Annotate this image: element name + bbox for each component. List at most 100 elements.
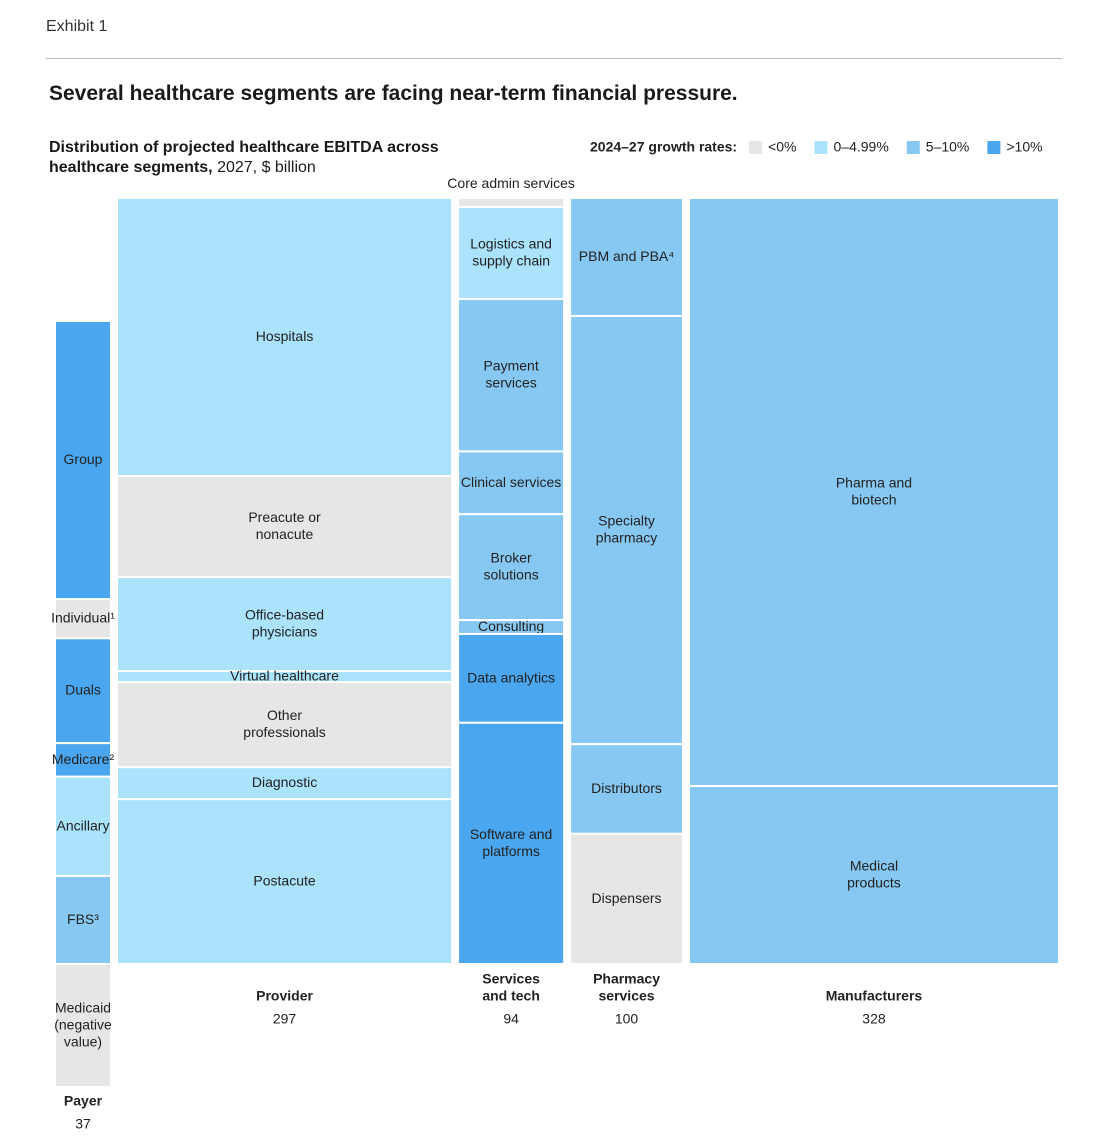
segment-label-line: Group bbox=[64, 451, 103, 467]
segment-label-line: Medicaid bbox=[55, 999, 111, 1015]
segment bbox=[457, 632, 566, 724]
segment-label: Specialty pharmacy bbox=[596, 512, 657, 545]
segment bbox=[687, 785, 1060, 965]
segment-label-line: Other bbox=[267, 707, 302, 723]
segment-label: Diagnostic bbox=[252, 774, 317, 790]
segment-label-line: Dispensers bbox=[592, 890, 662, 906]
legend-swatch bbox=[814, 141, 828, 154]
segment-label-line: physicians bbox=[252, 623, 317, 639]
subtitle-rest: 2027, $ billion bbox=[217, 159, 316, 176]
segment-label-line: Specialty bbox=[598, 512, 655, 528]
segment bbox=[569, 314, 684, 746]
column-total: 328 bbox=[862, 1011, 886, 1027]
exhibit-label: Exhibit 1 bbox=[46, 18, 108, 35]
segment-label-line: Data analytics bbox=[467, 669, 555, 685]
column-total: 37 bbox=[75, 1116, 91, 1132]
segment bbox=[457, 513, 566, 622]
legend-label: >10% bbox=[1006, 139, 1042, 155]
column-total: 100 bbox=[615, 1011, 639, 1027]
segment-label-line: Preacute or bbox=[248, 509, 321, 525]
segment bbox=[54, 874, 112, 965]
column-name: and tech bbox=[482, 988, 540, 1004]
segment-label-line: Core admin services bbox=[447, 175, 575, 191]
segment-label-line: supply chain bbox=[472, 252, 550, 268]
legend-label: 5–10% bbox=[926, 139, 970, 155]
segment-label: Distributors bbox=[591, 780, 662, 796]
segment-label-line: Office-based bbox=[245, 606, 324, 622]
segment-label-line: value) bbox=[64, 1033, 102, 1049]
segment-label: Medical products bbox=[847, 857, 901, 890]
segment-label: Pharma and biotech bbox=[836, 474, 912, 507]
segment-label-line: Medical bbox=[850, 857, 898, 873]
segment-label: Software and platforms bbox=[470, 826, 553, 859]
segment-label-line: Ancillary bbox=[57, 817, 110, 833]
segment-label-line: (negative bbox=[54, 1016, 112, 1032]
segment bbox=[116, 766, 454, 801]
legend-title: 2024–27 growth rates: bbox=[590, 139, 737, 155]
segment bbox=[54, 598, 112, 640]
segment-label-line: Distributors bbox=[591, 780, 662, 796]
segment-label: PBM and PBA⁴ bbox=[579, 248, 675, 264]
column-name: Provider bbox=[256, 988, 313, 1004]
segment-label: Virtual healthcare bbox=[230, 667, 339, 683]
chart-title: Several healthcare segments are facing n… bbox=[49, 82, 738, 105]
segment bbox=[569, 197, 684, 317]
segment-label: Preacute or nonacute bbox=[248, 509, 321, 542]
segment-label: Payment services bbox=[483, 357, 538, 390]
segment-label: Hospitals bbox=[256, 328, 314, 344]
segment-label-line: Individual¹ bbox=[51, 609, 115, 625]
segment-label-line: Medicare² bbox=[52, 751, 115, 767]
segment-label-line: Hospitals bbox=[256, 328, 314, 344]
legend-label: <0% bbox=[768, 139, 796, 155]
segment-label: FBS³ bbox=[67, 911, 99, 927]
column-name: Services bbox=[482, 971, 540, 987]
legend-swatch bbox=[987, 141, 1001, 154]
segment-label-line: platforms bbox=[482, 843, 540, 859]
segment-label-line: Postacute bbox=[253, 872, 315, 888]
segment bbox=[457, 450, 566, 516]
segment-label: Broker solutions bbox=[483, 549, 538, 582]
segment-label-line: services bbox=[485, 374, 536, 390]
segment-label-line: biotech bbox=[851, 491, 896, 507]
segment-label: Individual¹ bbox=[51, 609, 115, 625]
segment bbox=[54, 320, 112, 601]
segment-label-line: nonacute bbox=[256, 526, 314, 542]
segment-label: Medicaid (negative value) bbox=[54, 999, 112, 1049]
segment bbox=[54, 742, 112, 778]
segment bbox=[457, 205, 566, 301]
segment-label: Postacute bbox=[253, 872, 315, 888]
segment-label-line: Duals bbox=[65, 681, 101, 697]
segment-label: Ancillary bbox=[57, 817, 110, 833]
segment-label: Group bbox=[64, 451, 103, 467]
segment-label: Clinical services bbox=[461, 474, 561, 490]
segment-label: Medicare² bbox=[52, 751, 115, 767]
legend-swatch bbox=[749, 141, 763, 154]
segment-label: Office-based physicians bbox=[245, 606, 324, 639]
column-name: Payer bbox=[64, 1093, 103, 1109]
segment bbox=[54, 963, 112, 1089]
segment bbox=[687, 197, 1060, 788]
segment bbox=[457, 721, 566, 966]
segment-label-line: pharmacy bbox=[596, 529, 657, 545]
segment-label: Other professionals bbox=[243, 707, 326, 740]
segment-label: Dispensers bbox=[592, 890, 662, 906]
segment-label-line: solutions bbox=[483, 566, 538, 582]
segment-label-line: Pharma and bbox=[836, 474, 912, 490]
segment-label-line: Consulting bbox=[478, 618, 544, 634]
segment-label-line: products bbox=[847, 874, 901, 890]
segment bbox=[569, 832, 684, 966]
segment-label-line: Software and bbox=[470, 826, 553, 842]
segment bbox=[457, 197, 566, 208]
segment-label: Logistics and supply chain bbox=[470, 235, 552, 268]
column-name: services bbox=[599, 988, 655, 1004]
column-name: Manufacturers bbox=[826, 988, 923, 1004]
chart-subtitle: Distribution of projected healthcare EBI… bbox=[49, 138, 469, 178]
segment bbox=[116, 576, 454, 673]
segment-label: Core admin services bbox=[447, 175, 575, 191]
segment-label-line: professionals bbox=[243, 724, 326, 740]
segment-label-line: Diagnostic bbox=[252, 774, 317, 790]
segment bbox=[116, 681, 454, 769]
segment-label-line: Logistics and bbox=[470, 235, 552, 251]
